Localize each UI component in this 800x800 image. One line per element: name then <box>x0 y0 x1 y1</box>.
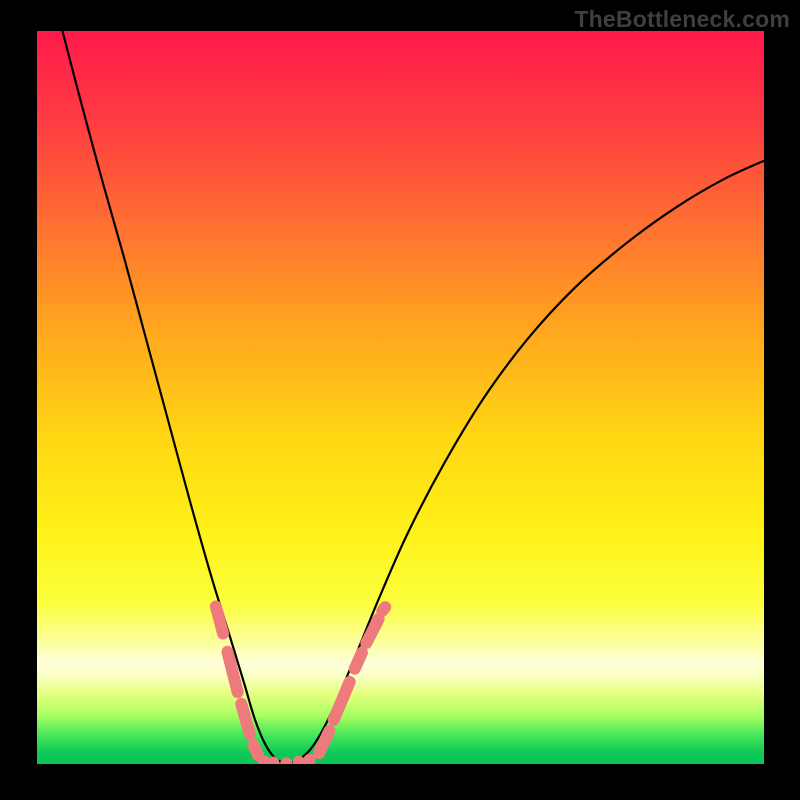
gradient-background <box>37 31 764 764</box>
dash-floor-dot <box>304 754 316 766</box>
dash-floor-dot <box>293 756 305 768</box>
dash-segment <box>254 746 258 756</box>
dash-segment <box>382 607 385 611</box>
bottleneck-curve-chart <box>0 0 800 800</box>
chart-stage: { "canvas": { "width": 800, "height": 80… <box>0 0 800 800</box>
watermark-text: TheBottleneck.com <box>574 6 790 33</box>
plot-area <box>37 31 764 769</box>
dash-segment <box>216 606 223 633</box>
dash-segment <box>241 704 250 735</box>
dash-segment <box>355 653 362 669</box>
dash-floor-dot <box>267 757 279 769</box>
dash-floor-dot <box>280 757 292 769</box>
